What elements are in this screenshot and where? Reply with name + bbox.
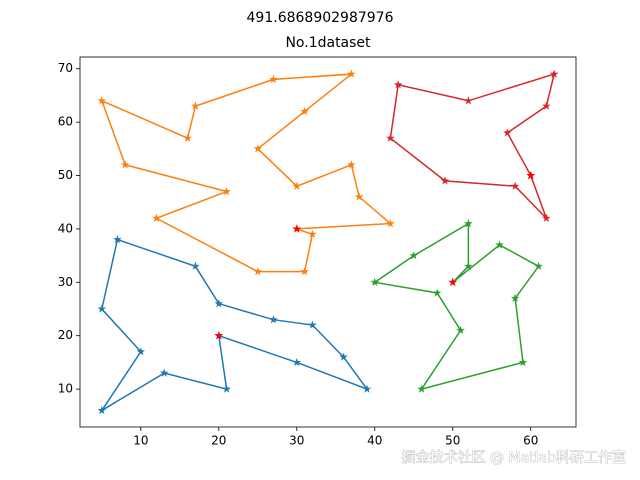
customer-marker (300, 267, 309, 276)
customer-marker (464, 261, 473, 270)
customer-marker (440, 176, 450, 185)
customer-marker (300, 106, 309, 116)
y-tick-label: 50 (58, 168, 73, 182)
customer-marker (183, 133, 192, 142)
x-tick-label: 50 (445, 434, 460, 448)
customer-marker (386, 219, 395, 228)
customer-marker (308, 229, 317, 238)
customer-marker (510, 181, 520, 190)
customer-marker (534, 261, 543, 270)
depot-marker (526, 171, 536, 180)
customer-marker (409, 251, 419, 260)
route-line (101, 238, 370, 412)
watermark: 掘金技术社区 @ Matlab科研工作室 (402, 449, 626, 466)
y-tick-label: 60 (58, 115, 73, 129)
customer-marker (113, 235, 122, 244)
customer-marker (269, 74, 278, 84)
customer-marker (191, 101, 200, 110)
axes-frame (79, 56, 577, 428)
customer-marker (542, 213, 551, 222)
customer-marker (269, 315, 278, 324)
customer-marker (464, 219, 473, 228)
customer-marker (456, 325, 465, 334)
depot-marker (448, 277, 458, 286)
depot-marker (292, 224, 302, 233)
customer-marker (253, 267, 263, 276)
customer-marker (549, 69, 559, 78)
customer-marker (222, 384, 231, 393)
customer-marker (542, 101, 551, 110)
customer-marker (495, 240, 504, 249)
depot-marker (214, 331, 224, 340)
x-tick-label: 20 (211, 434, 226, 448)
y-tick-label: 20 (58, 328, 73, 342)
customer-marker (292, 357, 302, 367)
route-line (100, 73, 393, 273)
customer-marker (292, 181, 302, 190)
customer-marker (159, 368, 169, 377)
customer-marker (347, 160, 356, 169)
customer-marker (362, 384, 372, 393)
customer-marker (386, 133, 395, 142)
customer-marker (97, 304, 107, 313)
customer-marker (222, 187, 231, 196)
chart-title: No.1dataset (285, 35, 371, 51)
customer-marker (464, 96, 473, 105)
suptitle: 491.6868902987976 (247, 10, 394, 26)
y-tick-label: 10 (58, 382, 73, 396)
y-tick-label: 30 (58, 275, 73, 289)
customer-marker (417, 384, 426, 393)
customer-marker (510, 293, 520, 302)
customer-marker (214, 299, 224, 308)
customer-marker (503, 128, 512, 137)
customer-marker (518, 357, 528, 367)
customer-marker (432, 288, 442, 297)
customer-marker (253, 144, 263, 153)
customer-marker (136, 347, 146, 356)
x-tick-label: 60 (523, 434, 538, 448)
x-tick-label: 10 (133, 434, 148, 448)
customer-marker (339, 352, 348, 361)
y-tick-label: 40 (58, 221, 73, 235)
customer-marker (120, 160, 130, 169)
customer-marker (308, 320, 317, 329)
customer-marker (152, 213, 161, 222)
customer-marker (191, 261, 200, 270)
customer-marker (354, 192, 364, 201)
customer-marker (347, 69, 356, 78)
customer-marker (393, 80, 403, 89)
customer-marker (97, 405, 107, 415)
route-line (372, 222, 540, 391)
y-tick-label: 70 (58, 61, 73, 75)
x-tick-label: 40 (367, 434, 382, 448)
route-line (389, 72, 556, 219)
customer-marker (370, 277, 380, 286)
customer-marker (97, 96, 107, 105)
x-tick-label: 30 (289, 434, 304, 448)
